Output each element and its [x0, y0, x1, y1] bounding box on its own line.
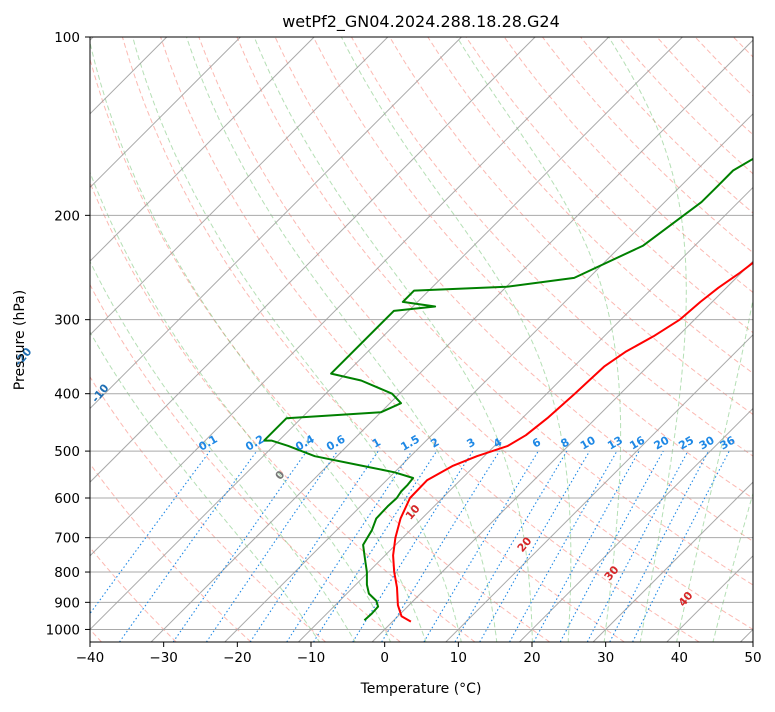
mixing-ratio-line [560, 451, 663, 642]
mixing-ratio-line [250, 451, 378, 642]
mixing-ratio-label: 0.6 [324, 432, 348, 453]
mixing-ratio-label: 1.5 [398, 433, 421, 454]
profile-series [264, 37, 775, 622]
mixing-ratio-label: 36 [718, 433, 738, 452]
mixing-ratio-label: 13 [605, 434, 625, 453]
dry-adiabat [390, 37, 775, 642]
isotherm [151, 37, 756, 642]
isotherm [0, 37, 461, 642]
isotherm [667, 37, 775, 642]
dry-adiabat [0, 37, 251, 642]
moist-adiabat [52, 37, 391, 643]
mixing-ratio-line [206, 451, 337, 642]
y-tick-label: 800 [54, 565, 80, 581]
mixing-ratio-line [534, 451, 639, 642]
x-tick-label: −30 [149, 650, 178, 666]
dry-adiabat [199, 37, 774, 642]
x-tick-label: −40 [76, 650, 105, 666]
x-tick-label: −20 [223, 650, 252, 666]
dry-adiabat [8, 37, 401, 642]
mixing-ratio-label: 10 [578, 433, 598, 452]
isotherm [0, 37, 240, 642]
x-tick-label: 0 [380, 650, 389, 666]
dry-adiabat [352, 37, 775, 642]
x-axis-label: Temperature (°C) [360, 681, 482, 697]
y-axis-ticks: 100 200 300 400 500 600 700 800 900 1000 [46, 30, 90, 638]
plot-frame [90, 37, 753, 642]
moist-adiabat [713, 37, 775, 643]
x-tick-label: 30 [597, 650, 614, 666]
isotherm [0, 37, 388, 642]
mixing-ratio-label: 0.2 [243, 433, 266, 454]
mixing-ratio-label: 6 [530, 435, 543, 450]
y-tick-label: 600 [54, 491, 80, 507]
y-tick-label: 900 [54, 595, 80, 611]
mixing-ratio-line [610, 451, 709, 642]
x-tick-label: 50 [744, 650, 761, 666]
x-axis-ticks: −40 −30 −20 −10 0 10 20 30 40 50 [76, 642, 762, 666]
y-tick-label: 400 [54, 387, 80, 403]
dry-adiabat [772, 37, 775, 642]
x-tick-label: 10 [450, 650, 467, 666]
mixing-ratio-label: 16 [627, 433, 647, 452]
mixing-ratio-lines [69, 451, 729, 642]
dry-adiabat [466, 37, 775, 642]
chart-title: wetPf2_GN04.2024.288.18.28.G24 [282, 12, 560, 32]
temperature-profile [393, 37, 775, 622]
mixing-ratio-label: 20 [652, 433, 672, 452]
dry-adiabat [122, 37, 624, 642]
dry-adiabat [46, 37, 475, 642]
moist-adiabat [457, 37, 621, 643]
dry-adiabat [237, 37, 775, 642]
dewpoint-profile [264, 37, 775, 620]
y-tick-label: 200 [54, 208, 80, 224]
mixing-ratio-line [587, 451, 688, 642]
moist-adiabat [341, 37, 570, 643]
moist-adiabat [89, 37, 427, 643]
dry-adiabat [313, 37, 775, 642]
background-lines [0, 37, 775, 643]
mixing-ratio-label: 3 [465, 436, 478, 451]
moist-adiabat [0, 37, 320, 643]
dry-adiabat [0, 37, 326, 642]
isotherm [0, 37, 314, 642]
x-tick-label: 40 [671, 650, 688, 666]
dry-adiabat [542, 37, 775, 642]
moist-adiabat [676, 37, 774, 643]
dry-adiabat [695, 37, 775, 642]
x-tick-label: −10 [297, 650, 326, 666]
dry-adiabat [504, 37, 775, 642]
mixing-ratio-line [455, 451, 567, 642]
dry-adiabat [619, 37, 775, 642]
isotherm [77, 37, 682, 642]
dry-adiabat-label: -10 [89, 381, 112, 405]
isotherm [225, 37, 775, 642]
y-tick-label: 1000 [46, 622, 80, 638]
y-tick-label: 500 [54, 444, 80, 460]
mixing-ratio-label: 30 [697, 433, 717, 452]
y-tick-label: 300 [54, 313, 80, 329]
x-tick-label: 20 [523, 650, 540, 666]
mixing-ratio-label: 25 [676, 434, 696, 453]
moist-adiabat-label: 40 [676, 589, 696, 609]
y-tick-label: 700 [54, 531, 80, 547]
mixing-ratio-line [314, 451, 437, 642]
mixing-ratio-label: 2 [428, 436, 441, 451]
y-axis-label: Pressure (hPa) [12, 290, 28, 390]
y-tick-label: 100 [54, 30, 80, 46]
